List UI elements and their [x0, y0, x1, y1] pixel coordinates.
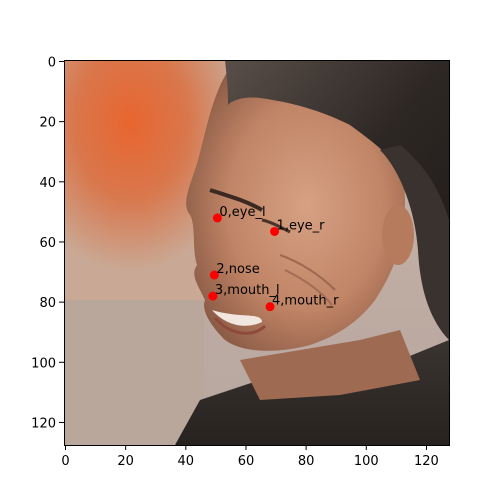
landmark-marker [270, 226, 280, 236]
landmark-label: 3,mouth_l [215, 283, 280, 298]
y-tick-label: 80 [39, 296, 56, 311]
y-tick-label: 120 [31, 416, 56, 431]
y-tick-label: 60 [39, 236, 56, 251]
x-tick-label: 60 [238, 454, 255, 469]
y-tick-label: 100 [31, 356, 56, 371]
landmark-marker [212, 213, 222, 223]
axes-frame [64, 60, 450, 446]
x-tick-label: 40 [178, 454, 195, 469]
landmark-label: 2,nose [216, 262, 259, 277]
landmark-marker [265, 302, 275, 312]
landmark-marker [209, 270, 219, 280]
landmark-label: 0,eye_l [219, 205, 265, 220]
x-tick-label: 120 [414, 454, 439, 469]
x-tick-label: 80 [298, 454, 315, 469]
x-axis-ticks: 0 20 40 60 80 100 120 [61, 445, 439, 469]
y-axis-ticks: 0 20 40 60 80 100 120 [31, 56, 64, 431]
landmark-points: 0,eye_l 1,eye_r 2,nose 3,mouth_l4,mouth_r [208, 205, 339, 312]
x-tick-label: 0 [61, 454, 69, 469]
x-tick-label: 100 [354, 454, 379, 469]
face-photo [64, 60, 449, 445]
landmark-label: 4,mouth_r [272, 294, 339, 309]
y-tick-label: 0 [48, 56, 56, 71]
landmark-label: 1,eye_r [277, 218, 326, 233]
y-tick-label: 40 [39, 176, 56, 191]
landmark-marker [208, 291, 218, 301]
y-tick-label: 20 [39, 116, 56, 131]
x-tick-label: 20 [117, 454, 134, 469]
